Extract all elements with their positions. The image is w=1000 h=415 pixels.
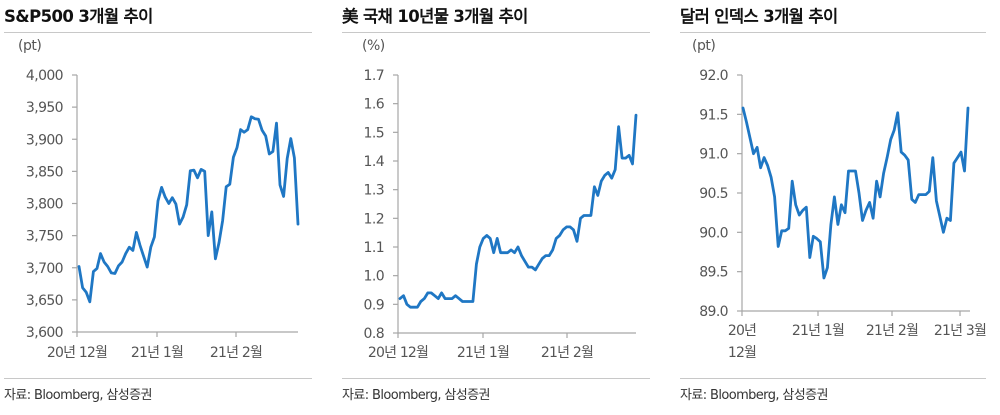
source-note: 자료: Bloomberg, 삼성증권 <box>342 388 490 403</box>
plot-area-1: 1.7 1.6 1.5 1.4 1.3 1.2 1.1 1.0 0.9 0.8 20년 12월 21년… <box>364 68 638 361</box>
y-tick-label: 3,700 <box>26 261 63 277</box>
source-note: 자료: Bloomberg, 삼성증권 <box>680 388 828 403</box>
y-tick-label: 89.5 <box>699 265 728 281</box>
source-note: 자료: Bloomberg, 삼성증권 <box>4 388 152 403</box>
source-divider <box>342 378 650 379</box>
data-line <box>741 106 970 280</box>
data-line <box>77 115 300 304</box>
x-tick-label: 12월 <box>728 345 756 361</box>
y-tick-label: 0.9 <box>364 297 384 313</box>
y-tick-label: 1.0 <box>364 269 384 285</box>
y-tick-label: 3,800 <box>26 197 63 213</box>
title-divider <box>680 32 986 33</box>
source-divider <box>680 378 986 379</box>
x-tick-label: 21년 2월 <box>210 345 262 361</box>
x-tick-label: 20년 <box>728 323 756 339</box>
y-tick-label: 3,750 <box>26 229 63 245</box>
y-axis-unit: (pt) <box>18 38 42 54</box>
x-tick-label: 21년 2월 <box>866 323 918 339</box>
y-axis-unit: (%) <box>362 38 385 54</box>
y-tick-label: 3,900 <box>26 132 63 148</box>
y-tick-label: 3,600 <box>26 325 63 341</box>
y-tick-label: 89.0 <box>699 304 728 320</box>
y-tick-label: 3,850 <box>26 164 63 180</box>
title-divider <box>4 32 312 33</box>
y-tick-label: 3,950 <box>26 100 63 116</box>
y-tick-label: 91.5 <box>699 107 728 123</box>
y-tick-label: 90.0 <box>699 225 728 241</box>
y-tick-label: 1.3 <box>364 183 384 199</box>
x-tick-label: 21년 2월 <box>541 345 593 361</box>
y-tick-label: 92.0 <box>699 68 728 84</box>
y-tick-label: 1.2 <box>364 211 384 227</box>
y-tick-label: 4,000 <box>26 68 63 84</box>
y-axis-unit: (pt) <box>692 38 716 54</box>
y-tick-label: 1.1 <box>364 240 384 256</box>
y-tick-label: 1.4 <box>364 154 385 170</box>
source-divider <box>4 378 312 379</box>
x-tick-label: 21년 1월 <box>131 345 183 361</box>
chart-title: S&P500 3개월 추이 <box>4 7 153 26</box>
x-tick-label: 21년 1월 <box>792 323 844 339</box>
y-tick-label: 90.5 <box>699 186 728 202</box>
chart-title: 달러 인덱스 3개월 추이 <box>680 7 838 26</box>
y-tick-label: 0.8 <box>364 326 384 342</box>
chart-panel-dollar-index: 달러 인덱스 3개월 추이 (pt) 자료: Bloomberg, 삼성증권 <box>680 0 996 415</box>
y-tick-label: 1.7 <box>364 68 384 84</box>
chart-title: 美 국채 10년물 3개월 추이 <box>342 7 528 26</box>
title-divider <box>342 32 650 33</box>
y-tick-label: 91.0 <box>699 147 728 163</box>
y-tick-label: 1.5 <box>364 125 384 141</box>
chart-panel-us10y: 美 국채 10년물 3개월 추이 (%) 자료: Bloomberg, 삼성증권 <box>342 0 652 415</box>
x-tick-label: 20년 12월 <box>47 345 107 361</box>
x-tick-label: 21년 3월 <box>934 323 986 339</box>
y-tick-label: 3,650 <box>26 293 63 309</box>
x-tick-label: 20년 12월 <box>368 345 428 361</box>
y-tick-label: 1.6 <box>364 97 385 113</box>
x-tick-label: 21년 1월 <box>457 345 509 361</box>
plot-area-0: 4,000 3,950 3,900 3,850 3,800 3,750 3,700 3,650… <box>26 68 300 361</box>
chart-panel-sp500: S&P500 3개월 추이 (pt) 자료: Bloomberg, 삼성증권 <box>4 0 312 415</box>
data-line <box>398 113 638 309</box>
